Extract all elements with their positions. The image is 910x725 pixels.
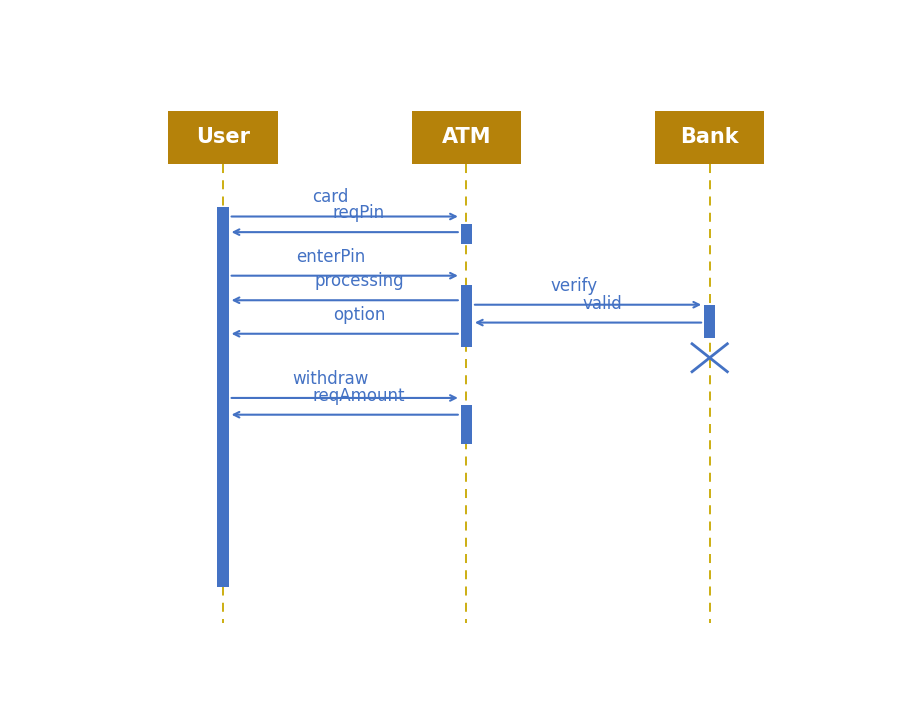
Bar	[168, 111, 278, 164]
Text: verify: verify	[551, 277, 598, 294]
Text: User: User	[196, 128, 250, 147]
Text: reqPin: reqPin	[333, 204, 385, 222]
Text: withdraw: withdraw	[292, 370, 369, 388]
Text: option: option	[333, 306, 385, 323]
Bar	[411, 111, 521, 164]
Text: ATM: ATM	[441, 128, 491, 147]
Text: card: card	[312, 188, 349, 207]
Bar	[460, 224, 472, 244]
Bar	[704, 304, 715, 338]
Text: reqAmount: reqAmount	[312, 386, 405, 405]
Bar	[655, 111, 764, 164]
Text: processing: processing	[314, 272, 404, 290]
Text: enterPin: enterPin	[296, 248, 365, 265]
Text: valid: valid	[582, 294, 622, 312]
Bar	[217, 207, 228, 587]
Text: Bank: Bank	[681, 128, 739, 147]
Bar	[460, 285, 472, 347]
Bar	[460, 405, 472, 444]
